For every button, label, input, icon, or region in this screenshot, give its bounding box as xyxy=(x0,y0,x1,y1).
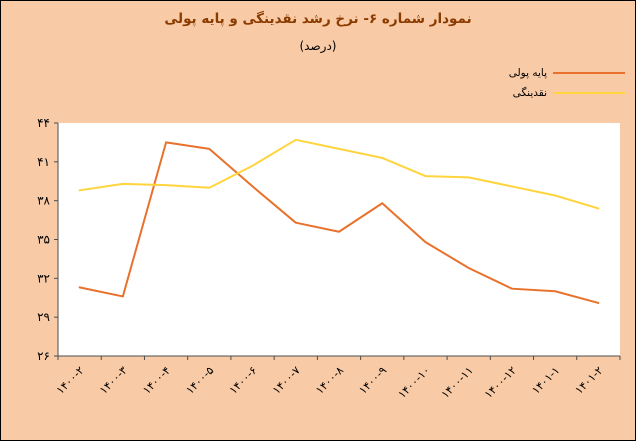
chart-subtitle: (درصد) xyxy=(299,39,337,53)
y-axis-label: ۲۹ xyxy=(37,310,50,324)
legend-label: پایه پولی xyxy=(508,67,547,79)
y-axis-label: ۲۶ xyxy=(37,349,50,363)
y-axis-label: ۳۵ xyxy=(37,233,50,247)
x-axis-label: ۱۴۰۰-۱۰ xyxy=(396,364,433,401)
x-axis-label: ۱۴۰۰-۳ xyxy=(97,364,130,397)
x-axis-label: ۱۴۰۰-۹ xyxy=(356,364,389,397)
series-line-liquidity xyxy=(78,138,600,210)
x-axis-label: ۱۴۰۰-۸ xyxy=(313,364,346,397)
y-axis-label: ۳۸ xyxy=(37,194,50,208)
x-axis-label: ۱۴۰۰-۵ xyxy=(184,364,217,397)
x-axis-label: ۱۴۰۰-۴ xyxy=(140,364,173,397)
x-axis-label: ۱۴۰۱-۲ xyxy=(573,364,606,397)
y-axis-label: ۳۲ xyxy=(37,271,50,285)
plot-area xyxy=(58,123,620,356)
legend-item-monetary-base: پایه پولی xyxy=(509,67,625,79)
x-axis-label: ۱۴۰۰-۷ xyxy=(270,364,303,397)
x-axis-label: ۱۴۰۰-۱۲ xyxy=(482,364,519,401)
x-axis-label: ۱۴۰۰-۱۱ xyxy=(439,364,476,401)
x-axis-label: ۱۴۰۰-۶ xyxy=(227,364,260,397)
series-line-monetary-base xyxy=(78,141,600,304)
y-axis-label: ۴۱ xyxy=(37,155,50,169)
legend-line-swatch xyxy=(553,72,625,74)
legend-label: نقدینگی xyxy=(512,87,547,99)
legend-line-swatch xyxy=(553,92,625,94)
chart-title: نمودار شماره ۶- نرخ رشد نقدینگی و پایه پ… xyxy=(164,11,472,27)
x-axis-label: ۱۴۰۱-۱ xyxy=(529,364,562,397)
legend: پایه پولی نقدینگی xyxy=(509,67,625,99)
legend-item-liquidity: نقدینگی xyxy=(509,87,625,99)
x-axis-label: ۱۴۰۰-۲ xyxy=(54,364,87,397)
y-axis-label: ۴۴ xyxy=(37,116,50,130)
